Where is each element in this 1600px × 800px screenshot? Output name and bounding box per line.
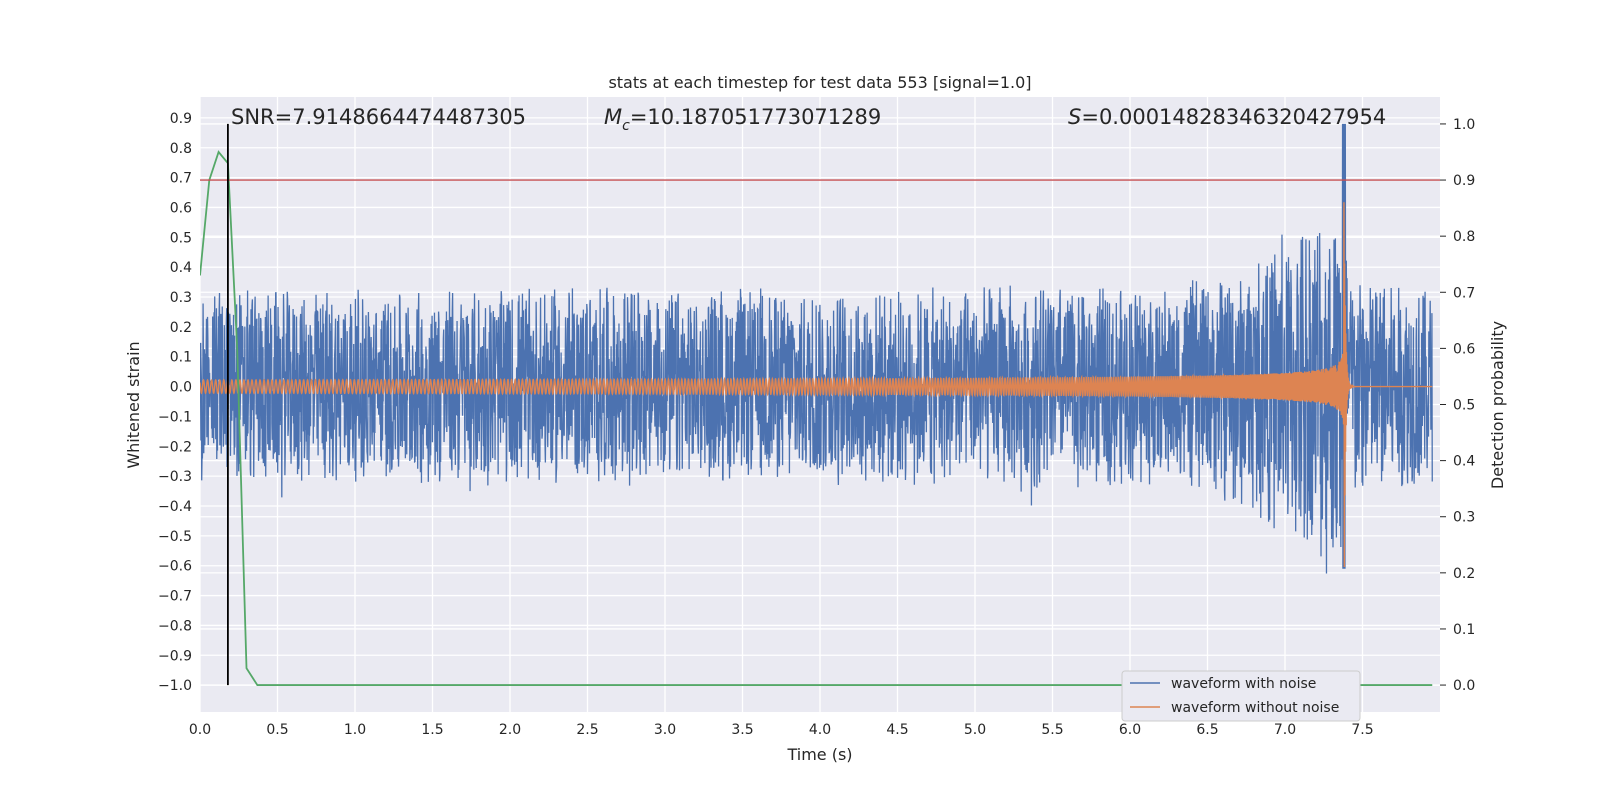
snr-annotation: SNR=7.9148664474487305 <box>231 105 526 129</box>
x-tick-label: 0.5 <box>266 722 288 738</box>
y2-tick-label: 0.0 <box>1453 678 1475 694</box>
y-tick-label: −0.5 <box>158 529 192 545</box>
y2-tick-label: 0.1 <box>1453 622 1475 638</box>
y2-tick-label: 0.4 <box>1453 454 1475 470</box>
chirp-mass-subscript: c <box>622 118 630 134</box>
y2-axis-label: Detection probability <box>1488 321 1507 489</box>
y-tick-label: 0.0 <box>170 380 192 396</box>
series-waveform-without-noise <box>200 202 1433 568</box>
chirp-mass-symbol: M <box>604 105 622 129</box>
x-tick-label: 2.0 <box>499 722 521 738</box>
legend-box <box>1121 670 1361 722</box>
y2-tick-label: 0.5 <box>1453 398 1475 414</box>
x-tick-label: 3.5 <box>731 722 753 738</box>
y-tick-label: −0.2 <box>158 439 192 455</box>
x-tick-label: 1.5 <box>421 722 443 738</box>
y2-tick-label: 0.6 <box>1453 341 1475 357</box>
x-tick-label: 5.0 <box>964 722 986 738</box>
s-value: =0.00014828346320427954 <box>1081 105 1386 129</box>
y-tick-label: 0.5 <box>170 230 192 246</box>
y-tick-label: 0.9 <box>170 111 192 127</box>
y-tick-label: 0.6 <box>170 200 192 216</box>
x-tick-label: 6.5 <box>1196 722 1218 738</box>
series-waveform-with-noise <box>200 123 1433 574</box>
x-tick-label: 7.5 <box>1351 722 1373 738</box>
y-tick-label: −0.7 <box>158 589 192 605</box>
x-tick-label: 7.0 <box>1274 722 1296 738</box>
y-tick-label: 0.3 <box>170 290 192 306</box>
y2-tick-label: 1.0 <box>1453 117 1475 133</box>
y-tick-label: −0.4 <box>158 499 192 515</box>
y2-tick-label: 0.3 <box>1453 510 1475 526</box>
y-tick-label: 0.7 <box>170 171 192 187</box>
x-tick-label: 0.0 <box>189 722 211 738</box>
x-tick-label: 5.5 <box>1041 722 1063 738</box>
legend-label-noise: waveform with noise <box>1171 676 1316 692</box>
s-annotation: S=0.00014828346320427954 <box>1068 105 1386 129</box>
x-tick-label: 4.5 <box>886 722 908 738</box>
y-tick-label: −0.9 <box>158 648 192 664</box>
x-tick-label: 6.0 <box>1119 722 1141 738</box>
x-axis-label: Time (s) <box>786 745 852 764</box>
y-tick-label: 0.2 <box>170 320 192 336</box>
series-layer <box>200 123 1433 686</box>
y-tick-label: 0.8 <box>170 141 192 157</box>
reference-lines <box>200 123 1440 686</box>
chirp-mass-annotation: Mc=10.187051773071289 <box>604 105 881 134</box>
series-detection-probability <box>200 150 1433 686</box>
y2-tick-label: 0.8 <box>1453 229 1475 245</box>
y-tick-label: −0.1 <box>158 409 192 425</box>
y-tick-label: 0.4 <box>170 260 192 276</box>
x-tick-label: 4.0 <box>809 722 831 738</box>
chirp-mass-value: =10.187051773071289 <box>630 105 881 129</box>
x-tick-label: 2.5 <box>576 722 598 738</box>
ticks: 0.0 0.5 1.0 1.5 2.0 2.5 3.0 3.5 4.0 4.5 5.0 5.5 6.0 6… <box>158 111 1475 738</box>
y-tick-label: −1.0 <box>158 678 192 694</box>
y-tick-label: −0.8 <box>158 618 192 634</box>
x-tick-label: 3.0 <box>654 722 676 738</box>
y-axis-label: Whitened strain <box>124 341 143 468</box>
y-tick-label: −0.6 <box>158 559 192 575</box>
chart-title: stats at each timestep for test data 553… <box>608 73 1031 92</box>
x-tick-label: 1.0 <box>344 722 366 738</box>
y2-tick-label: 0.2 <box>1453 566 1475 582</box>
legend: waveform with noise waveform without noi… <box>1121 670 1361 722</box>
y-tick-label: 0.1 <box>170 350 192 366</box>
y2-tick-label: 0.9 <box>1453 173 1475 189</box>
s-symbol: S <box>1068 105 1081 129</box>
y2-tick-label: 0.7 <box>1453 285 1475 301</box>
y-tick-label: −0.3 <box>158 469 192 485</box>
legend-label-clean: waveform without noise <box>1171 700 1339 716</box>
